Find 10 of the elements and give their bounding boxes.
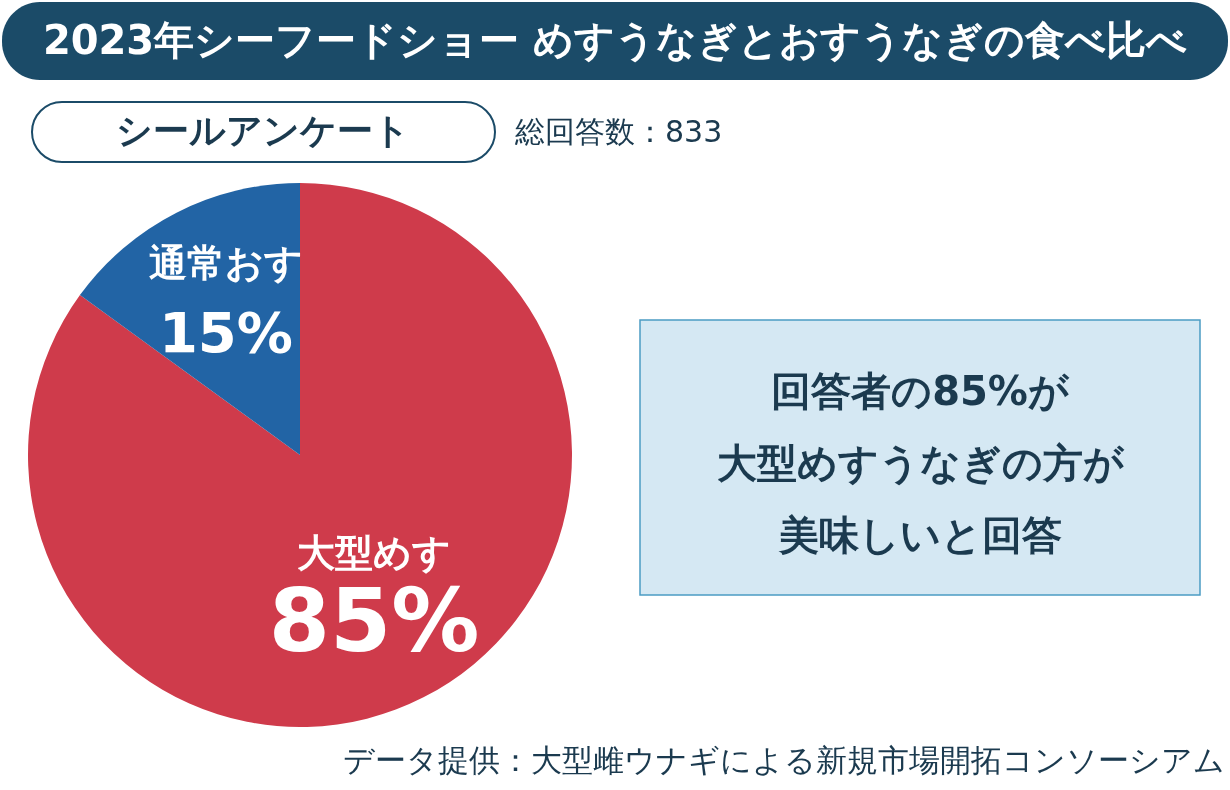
text: 総回答数：833 — [514, 114, 723, 149]
text: 大型めすうなぎの方が — [716, 440, 1125, 486]
data-label: 15% — [158, 299, 293, 365]
text: データ提供：大型雌ウナギによる新規市場開拓コンソーシアム — [343, 742, 1225, 778]
chart-subtitle: シールアンケート — [116, 110, 410, 151]
chart-title: 2023年シーフードショー めすうなぎとおすうなぎの食べ比べ — [42, 17, 1188, 63]
slice-label: 通常おす — [148, 240, 303, 285]
pie-slice — [28, 183, 572, 727]
text: 美味しいと回答 — [777, 512, 1062, 558]
text: 回答者の85%が — [771, 368, 1070, 414]
